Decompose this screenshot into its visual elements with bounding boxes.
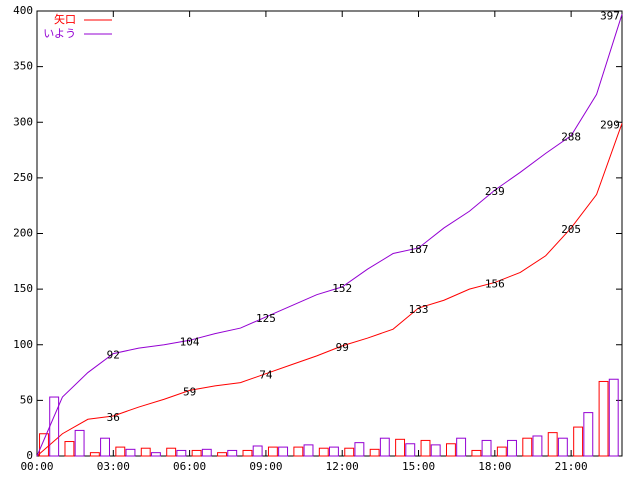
bar xyxy=(191,449,202,457)
data-label: 74 xyxy=(259,369,273,382)
data-label: 59 xyxy=(183,385,196,398)
y-tick-label: 300 xyxy=(13,115,33,128)
x-tick-label: 03:00 xyxy=(97,460,130,473)
bar xyxy=(430,444,441,457)
bar xyxy=(176,449,187,457)
bar xyxy=(354,442,365,457)
data-label: 156 xyxy=(485,277,505,290)
bar xyxy=(115,446,126,457)
legend-label: いよう xyxy=(43,27,76,40)
bar xyxy=(318,447,329,457)
bar xyxy=(583,412,594,457)
y-tick-label: 100 xyxy=(13,338,33,351)
legend-label: 矢口 xyxy=(54,12,76,26)
bar xyxy=(608,378,619,457)
bar xyxy=(481,439,492,457)
bar xyxy=(49,396,60,457)
bar xyxy=(100,437,110,457)
bar xyxy=(303,444,314,457)
bar xyxy=(166,447,177,457)
line xyxy=(36,14,623,457)
bar xyxy=(278,446,289,457)
bar xyxy=(217,452,227,457)
bar xyxy=(201,448,212,457)
x-tick-label: 12:00 xyxy=(326,460,359,473)
bar xyxy=(125,448,136,457)
x-tick-label: 18:00 xyxy=(478,460,511,473)
data-label: 299 xyxy=(600,118,620,131)
bar xyxy=(532,435,543,457)
y-tick-label: 200 xyxy=(13,227,33,240)
bar xyxy=(74,429,85,457)
bar xyxy=(227,449,238,457)
x-tick-label: 00:00 xyxy=(20,460,53,473)
bar xyxy=(344,447,355,457)
data-label: 125 xyxy=(256,312,276,325)
bar xyxy=(405,443,416,457)
bar xyxy=(89,452,100,457)
y-tick-label: 50 xyxy=(20,393,33,406)
x-tick-label: 21:00 xyxy=(555,460,588,473)
plot-border xyxy=(36,10,623,457)
y-tick-label: 400 xyxy=(13,4,33,17)
bar xyxy=(456,437,467,457)
bar xyxy=(496,446,507,457)
data-label: 397 xyxy=(600,9,620,22)
line xyxy=(36,123,623,457)
data-label: 239 xyxy=(485,185,505,198)
x-tick-label: 06:00 xyxy=(173,460,206,473)
bar xyxy=(140,447,151,457)
data-label: 99 xyxy=(336,341,349,354)
bar xyxy=(267,446,278,457)
bar xyxy=(598,380,609,457)
data-label: 36 xyxy=(107,411,120,424)
y-tick-label: 250 xyxy=(13,171,33,184)
bar xyxy=(293,446,304,457)
bar xyxy=(557,437,568,457)
bar xyxy=(242,449,253,457)
data-label: 205 xyxy=(561,223,581,236)
bar xyxy=(420,439,431,457)
y-tick-label: 350 xyxy=(13,60,33,73)
bar xyxy=(507,439,517,457)
bar xyxy=(379,437,390,457)
bar xyxy=(369,448,380,457)
bar xyxy=(573,426,584,457)
x-tick-label: 15:00 xyxy=(402,460,435,473)
data-label: 187 xyxy=(409,243,429,256)
data-label: 288 xyxy=(561,131,581,144)
bar xyxy=(39,433,49,457)
bar xyxy=(446,443,456,457)
bar xyxy=(547,432,558,457)
bar xyxy=(329,446,339,457)
bar xyxy=(471,449,482,457)
data-label: 92 xyxy=(107,349,120,362)
data-label: 104 xyxy=(180,335,200,348)
data-label: 133 xyxy=(409,303,429,316)
bar xyxy=(252,445,263,457)
y-tick-label: 150 xyxy=(13,282,33,295)
bar xyxy=(64,441,75,457)
y-tick-label: 0 xyxy=(26,449,33,462)
bar xyxy=(395,438,406,457)
bar xyxy=(150,452,161,457)
bar xyxy=(522,437,533,457)
data-label: 152 xyxy=(332,282,352,295)
x-tick-label: 09:00 xyxy=(249,460,282,473)
